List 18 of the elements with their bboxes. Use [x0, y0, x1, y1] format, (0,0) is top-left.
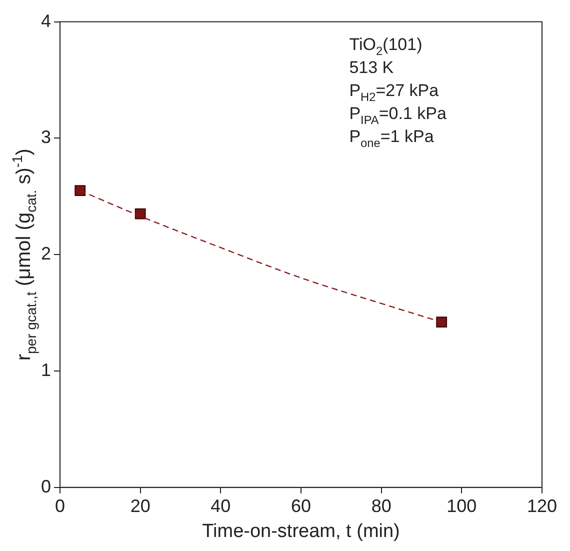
x-axis-title: Time-on-stream, t (min): [202, 521, 400, 542]
point: [134, 208, 146, 220]
x-tick-label: 20: [130, 496, 150, 516]
y-tick-label: 2: [40, 244, 52, 264]
x-tick-label: 100: [446, 496, 477, 516]
x-tick-label: 120: [526, 496, 558, 516]
y-tick-label: 1: [40, 360, 52, 380]
x-tick-label: 0: [55, 496, 66, 516]
point: [436, 316, 448, 328]
annotation: 513 K: [349, 58, 394, 77]
y-tick-label: 4: [40, 10, 52, 31]
y-tick-label: 0: [40, 476, 52, 496]
x-tick-label: 60: [290, 496, 312, 516]
y-axis-title: rper gcat.,t (μmol (gcat. s)-1): [9, 148, 39, 361]
y-tick-label: 3: [40, 127, 52, 148]
x-tick-label: 80: [371, 496, 392, 516]
x-tick-label: 40: [210, 496, 231, 516]
point: [74, 185, 86, 196]
